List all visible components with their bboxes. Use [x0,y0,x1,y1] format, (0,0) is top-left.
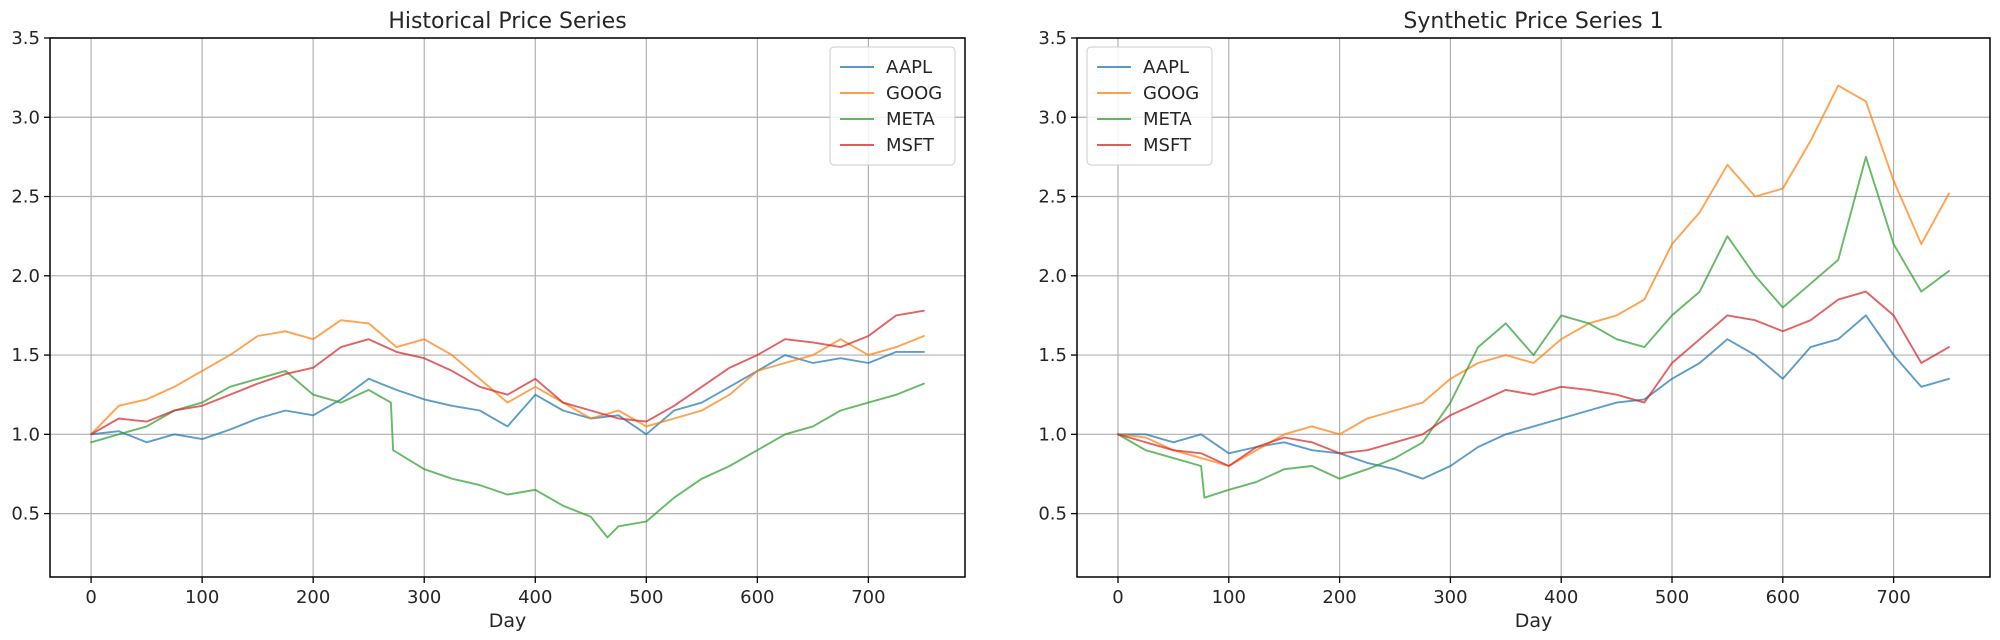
legend-label-goog: GOOG [886,83,942,104]
x-tick-label: 500 [629,587,663,608]
x-tick-label: 700 [1876,587,1910,608]
plot-frame [1076,37,1991,578]
x-axis-label: Day [489,610,527,632]
legend-label-aapl: AAPL [886,57,932,78]
x-tick-label: 700 [851,587,885,608]
legend-box [1086,46,1213,166]
grid [50,37,965,577]
y-tick-label: 2.0 [11,266,40,287]
plot-frame [49,37,966,578]
chart-title: Historical Price Series [388,9,626,34]
chart-panel-historical: Historical Price Series 0 100 200 300 400 500… [11,9,966,632]
x-tick-label: 100 [185,587,219,608]
ticks: 0 100 200 300 400 500 600 700 0.5 1.0 1.5 2.0 2.5 3.0… [11,28,885,608]
x-tick-label: 600 [1766,587,1800,608]
ticks: 0 100 200 300 400 500 600 700 0.5 1.0 1.5 2.0 2.5 3.0… [1038,28,1910,608]
x-tick-label: 400 [518,587,552,608]
y-tick-label: 3.5 [1038,28,1067,49]
y-tick-label: 2.0 [1038,266,1067,287]
y-tick-label: 2.5 [11,187,40,208]
x-tick-label: 400 [1544,587,1578,608]
x-axis-label: Day [1515,610,1553,632]
chart-title: Synthetic Price Series 1 [1403,9,1663,34]
y-tick-label: 0.5 [1038,504,1067,525]
series-layer [1117,84,1950,499]
legend-label-goog: GOOG [1143,83,1199,104]
y-tick-label: 3.5 [11,28,40,49]
x-tick-label: 200 [296,587,330,608]
x-tick-label: 0 [1112,587,1123,608]
y-tick-label: 3.0 [11,107,40,128]
legend-label-aapl: AAPL [1143,57,1189,78]
chart-panel-synthetic: Synthetic Price Series 1 0 100 200 300 400 50… [1038,9,1991,632]
legend: AAPL GOOG META MSFT [829,46,956,166]
x-tick-label: 0 [85,587,96,608]
series-line-aapl [1117,314,1950,480]
x-tick-label: 200 [1322,587,1356,608]
legend-label-msft: MSFT [1143,135,1192,156]
series-line-meta [90,369,925,539]
x-tick-label: 300 [407,587,441,608]
legend-box [829,46,956,166]
series-line-msft [1117,290,1950,467]
y-tick-label: 3.0 [1038,107,1067,128]
series-line-msft [90,309,925,436]
legend-label-meta: META [886,109,936,130]
y-tick-label: 2.5 [1038,187,1067,208]
series-line-aapl [90,350,925,444]
legend-label-msft: MSFT [886,135,935,156]
y-tick-label: 1.5 [11,345,40,366]
grid [1077,37,1990,577]
series-line-goog [1117,84,1950,467]
y-tick-label: 1.0 [11,424,40,445]
series-line-meta [1117,155,1950,499]
y-tick-label: 1.5 [1038,345,1067,366]
series-layer [90,309,925,539]
x-tick-label: 600 [740,587,774,608]
x-tick-label: 500 [1655,587,1689,608]
x-tick-label: 100 [1212,587,1246,608]
y-tick-label: 1.0 [1038,424,1067,445]
y-tick-label: 0.5 [11,504,40,525]
legend-label-meta: META [1143,109,1193,130]
series-line-goog [90,319,925,436]
legend: AAPL GOOG META MSFT [1086,46,1213,166]
x-tick-label: 300 [1433,587,1467,608]
